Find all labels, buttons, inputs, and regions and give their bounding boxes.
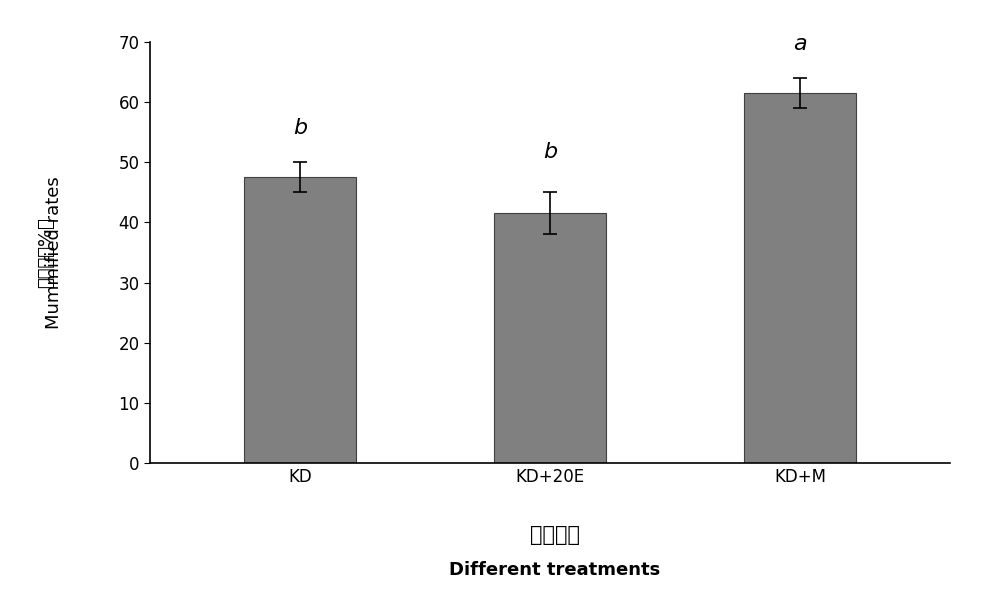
Text: 僵化率（%）: 僵化率（%） xyxy=(37,217,55,288)
Text: a: a xyxy=(793,34,807,53)
Bar xyxy=(244,177,356,463)
Text: b: b xyxy=(543,142,557,162)
Text: b: b xyxy=(293,118,307,138)
Text: 不同处理: 不同处理 xyxy=(530,525,580,545)
Y-axis label: Mummified rates: Mummified rates xyxy=(45,176,63,329)
Bar xyxy=(494,213,606,463)
Bar xyxy=(744,93,856,463)
Text: Different treatments: Different treatments xyxy=(449,561,661,579)
